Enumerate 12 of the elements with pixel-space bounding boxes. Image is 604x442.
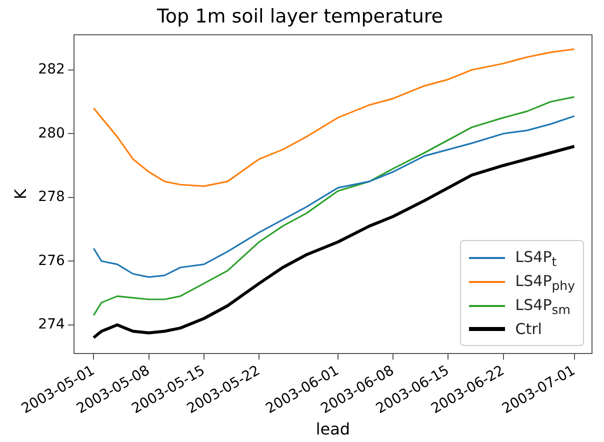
legend-label: LS4P$_{t}$ (515, 248, 557, 269)
x-axis-title: lead (316, 420, 350, 439)
legend-label: Ctrl (515, 320, 542, 338)
chart-title: Top 1m soil layer temperature (156, 5, 443, 28)
legend-label: LS4P$_{phy}$ (515, 272, 575, 293)
y-tick-label: 280 (38, 125, 65, 142)
y-tick-label: 276 (38, 252, 65, 269)
y-axis-title: K (10, 188, 30, 200)
y-tick-label: 274 (38, 316, 65, 333)
legend-label: LS4P$_{sm}$ (515, 296, 570, 317)
y-tick-label: 278 (38, 189, 65, 206)
y-tick-label: 282 (38, 62, 65, 78)
